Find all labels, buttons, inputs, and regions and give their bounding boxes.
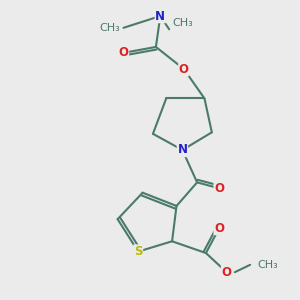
Text: S: S	[134, 245, 142, 258]
Text: O: O	[222, 266, 232, 279]
Text: N: N	[177, 143, 188, 157]
Text: CH₃: CH₃	[99, 23, 120, 33]
Text: O: O	[214, 221, 224, 235]
Text: CH₃: CH₃	[257, 260, 278, 270]
Text: CH₃: CH₃	[172, 18, 193, 28]
Text: O: O	[214, 182, 224, 195]
Text: O: O	[179, 62, 189, 76]
Text: N: N	[155, 10, 165, 22]
Text: O: O	[118, 46, 128, 59]
